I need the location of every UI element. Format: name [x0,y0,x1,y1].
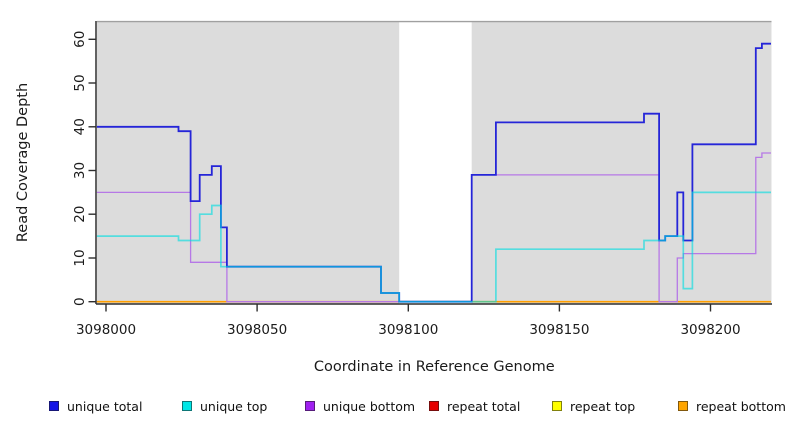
legend-item: repeat bottom [678,398,786,414]
x-tick-label: 3098150 [529,322,589,338]
legend-label: unique bottom [323,398,416,414]
legend-swatch-repeat-top [552,401,562,411]
y-tick-label: 30 [72,162,88,179]
legend-label: unique top [200,398,268,414]
legend: unique total unique top unique bottom repea… [0,398,792,418]
legend-item: unique top [182,398,267,414]
x-tick-label: 3098100 [378,322,438,338]
gap-region [399,21,472,304]
x-tick-label: 3098200 [680,322,740,338]
legend-swatch-unique-top [182,401,192,411]
y-tick-label: 10 [72,249,88,266]
x-tick-label: 3098050 [227,322,287,338]
legend-item: repeat total [429,398,520,414]
y-tick-label: 40 [72,118,88,135]
legend-label: unique total [67,398,143,414]
y-tick-label: 60 [72,31,88,48]
legend-label: repeat bottom [696,398,786,414]
y-axis-title: Read Coverage Depth [15,83,31,242]
y-tick-label: 0 [72,297,88,306]
legend-swatch-repeat-total [429,401,439,411]
y-tick-label: 20 [72,206,88,223]
legend-item: repeat top [552,398,635,414]
x-axis-title: Coordinate in Reference Genome [314,359,555,375]
legend-item: unique total [49,398,142,414]
legend-swatch-repeat-bottom [678,401,688,411]
legend-swatch-unique-total [49,401,59,411]
legend-swatch-unique-bottom [305,401,315,411]
legend-label: repeat top [570,398,636,414]
legend-item: unique bottom [305,398,415,414]
y-tick-label: 50 [72,74,88,91]
series-line-unique-total [96,42,771,303]
plot-svg: 0 10 20 30 40 50 60 3098000 3098050 3098100 309815… [15,20,772,375]
series-line-unique-top [96,191,771,303]
x-tick-label: 3098000 [76,322,136,338]
legend-label: repeat total [447,398,521,414]
coverage-plot: 0 10 20 30 40 50 60 3098000 3098050 3098100 309815… [15,20,772,375]
